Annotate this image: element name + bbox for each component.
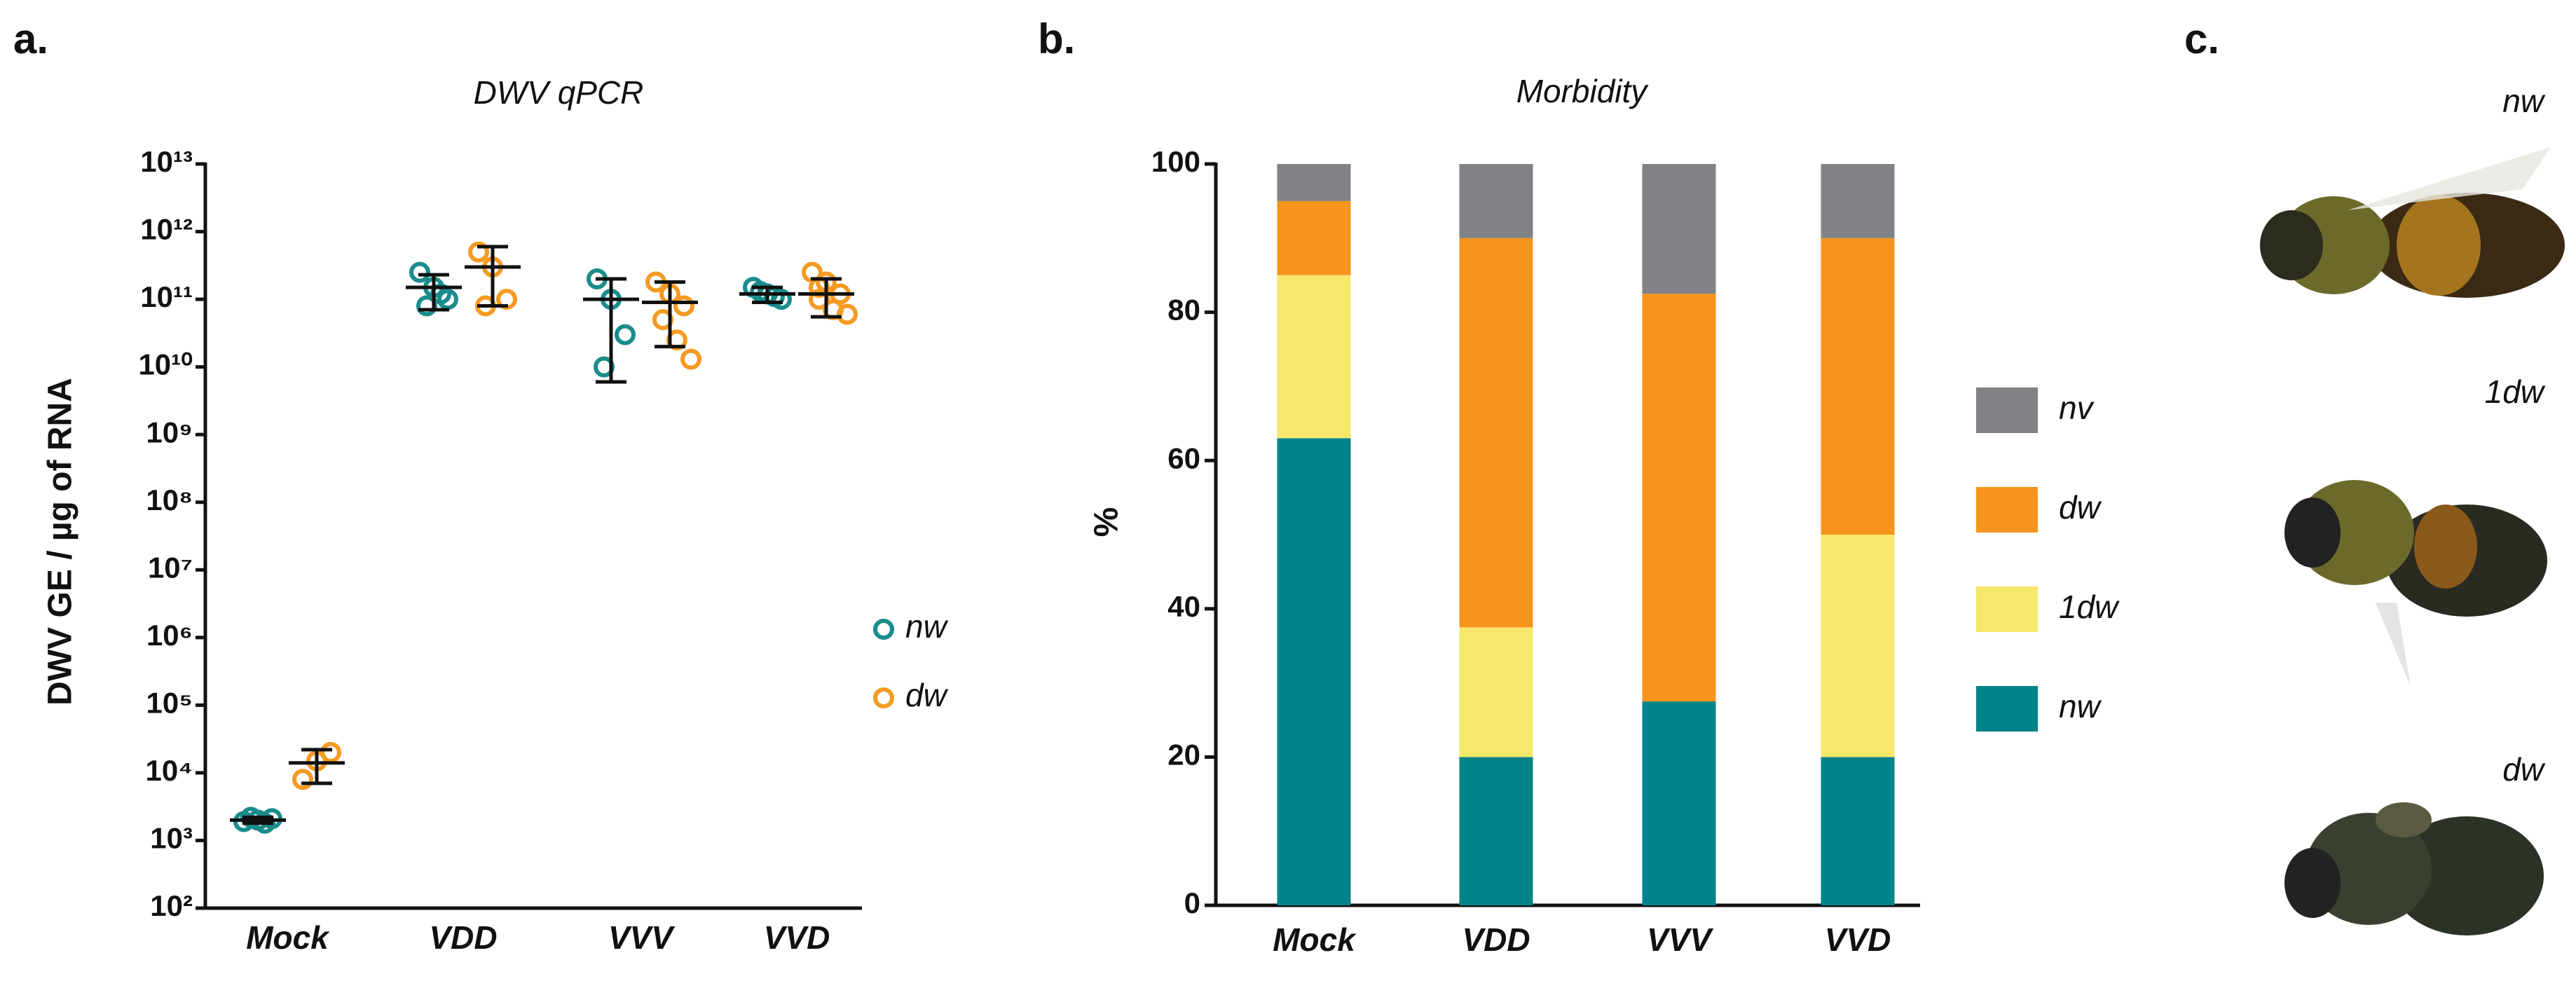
y-tick-label: 80	[1167, 294, 1200, 327]
bar-segment	[1277, 438, 1351, 905]
error-bar	[406, 273, 462, 312]
data-point	[496, 289, 517, 310]
x-tick-label: VVV	[608, 919, 675, 956]
bar-segment	[1459, 757, 1533, 905]
error-bar	[642, 280, 698, 349]
legend-label: nw	[905, 608, 949, 645]
y-tick-label: 10⁸	[146, 483, 193, 516]
legend-marker	[873, 687, 894, 708]
legend-label: nw	[2059, 688, 2102, 725]
bar-segment	[1821, 238, 1895, 535]
image-label: nw	[2502, 83, 2546, 119]
image-label: dw	[2502, 751, 2546, 788]
data-point	[673, 295, 694, 317]
x-tick-label: VVV	[1647, 921, 1713, 958]
bar-segment	[1642, 294, 1716, 702]
data-point	[615, 324, 636, 345]
bar-segment	[1642, 164, 1716, 294]
panel-label: c.	[2184, 15, 2219, 62]
bar-segment	[1277, 275, 1351, 439]
y-tick-label: 20	[1167, 738, 1200, 771]
panel-label: a.	[13, 15, 48, 62]
legend-label: nv	[2059, 390, 2095, 426]
error-bar	[583, 277, 639, 384]
y-tick-label: 10⁷	[148, 551, 193, 584]
y-tick-label: 10¹⁰	[138, 348, 193, 381]
data-point	[468, 241, 489, 263]
legend-label: 1dw	[2059, 589, 2120, 625]
legend-swatch	[1976, 487, 2038, 533]
y-axis-label: DWV GE / µg of RNA	[42, 378, 79, 706]
bar-segment	[1459, 238, 1533, 628]
bar-segment	[1821, 164, 1895, 238]
bee-photo	[2284, 480, 2547, 687]
y-tick-label: 10⁹	[146, 416, 193, 448]
x-tick-label: Mock	[1273, 921, 1357, 958]
x-tick-label: VVD	[764, 919, 830, 956]
y-tick-label: 10⁶	[146, 619, 193, 652]
y-tick-label: 100	[1151, 145, 1200, 178]
y-tick-label: 60	[1167, 441, 1200, 474]
error-bar	[230, 815, 286, 825]
error-bar	[289, 748, 345, 786]
legend-swatch	[1976, 387, 2038, 433]
data-point	[409, 261, 430, 283]
bar-segment	[1642, 701, 1716, 905]
x-tick-label: VVD	[1825, 921, 1891, 958]
bar-segment	[1821, 757, 1895, 905]
legend-label: dw	[2059, 489, 2102, 526]
legend-label: dw	[905, 677, 949, 713]
data-point	[837, 303, 858, 325]
bar-segment	[1459, 627, 1533, 757]
y-tick-label: 10¹²	[140, 213, 193, 246]
data-point	[320, 741, 341, 763]
y-tick-label: 0	[1184, 886, 1200, 919]
x-tick-label: VDD	[429, 919, 497, 956]
bar-segment	[1821, 535, 1895, 757]
error-bar	[739, 285, 795, 305]
bee-photo	[2284, 802, 2544, 935]
y-tick-label: 10²	[150, 889, 193, 922]
error-bar	[465, 245, 521, 308]
chart-title: Morbidity	[1516, 73, 1650, 109]
bee-photo	[2260, 147, 2565, 298]
legend-swatch	[1976, 586, 2038, 632]
x-tick-label: VDD	[1462, 921, 1530, 958]
error-bar	[798, 277, 854, 319]
data-point	[680, 348, 701, 370]
chart-title: DWV qPCR	[474, 74, 644, 111]
legend-swatch	[1976, 686, 2038, 732]
y-tick-label: 40	[1167, 590, 1200, 623]
y-tick-label: 10⁴	[146, 754, 193, 787]
bar-segment	[1277, 164, 1351, 201]
panel-label: b.	[1038, 15, 1075, 62]
legend-marker	[873, 619, 894, 640]
bar-segment	[1277, 200, 1351, 275]
y-tick-label: 10¹¹	[140, 280, 193, 313]
data-point	[292, 769, 313, 790]
image-label: 1dw	[2485, 373, 2546, 410]
y-tick-label: 10¹³	[140, 145, 193, 178]
x-tick-label: Mock	[246, 919, 330, 956]
y-tick-label: 10⁵	[146, 686, 193, 719]
y-tick-label: 10³	[150, 822, 193, 855]
bar-segment	[1459, 164, 1533, 238]
y-axis-label: %	[1088, 507, 1125, 537]
